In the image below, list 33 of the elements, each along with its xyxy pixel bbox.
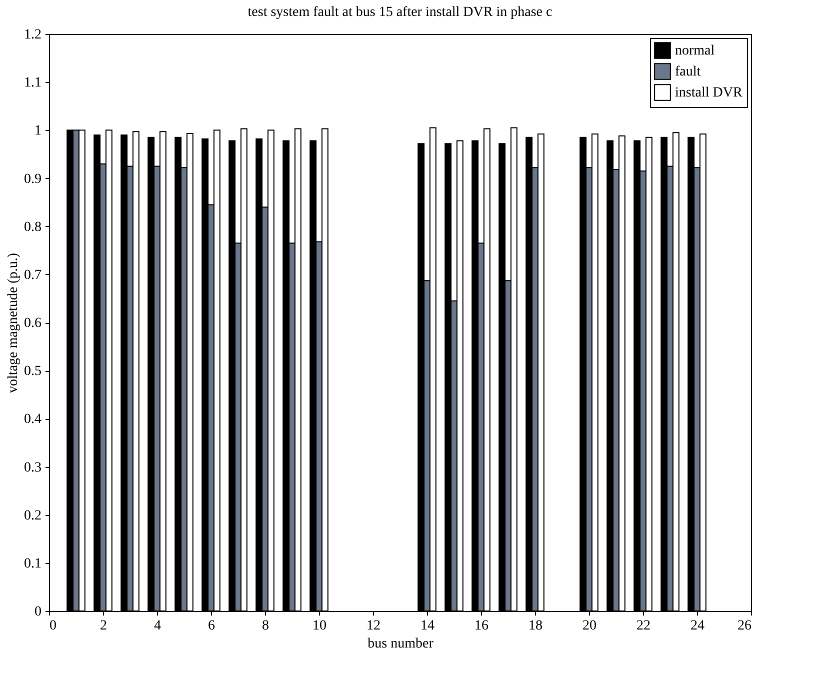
x-tick-label: 22 [636,618,650,634]
x-tick-label: 24 [690,618,704,634]
x-tick-label: 16 [474,618,488,634]
legend-label: install DVR [675,86,743,100]
y-tick-label: 0.2 [24,508,42,524]
y-tick-label: 0.3 [24,460,42,476]
y-tick-label: 0.6 [24,316,42,331]
x-tick-label: 10 [312,618,326,634]
y-tick-label: 1 [34,124,42,139]
y-tick-label: 0 [34,604,42,620]
y-tick-label: 1.1 [24,76,42,91]
x-tick-label: 0 [50,618,56,634]
y-tick-label: 0.5 [24,364,42,380]
y-tick-label: 0.7 [24,268,42,283]
legend-label: normal [675,44,715,58]
x-tick-label: 14 [420,618,434,634]
x-tick-label: 12 [366,618,380,634]
x-tick-label: 6 [208,618,215,634]
y-tick-label: 0.8 [24,220,42,235]
x-tick-label: 20 [582,618,596,634]
x-tick-label: 18 [528,618,542,634]
chart-title: test system fault at bus 15 after install DVR in phase c [248,5,552,20]
x-tick-label: 8 [262,618,269,634]
x-tick-label: 4 [154,618,161,634]
x-axis-title: bus number [368,636,434,652]
y-tick-label: 0.4 [24,412,42,428]
y-tick-label: 0.9 [24,172,42,187]
y-tick-label: 0.1 [24,556,42,572]
x-tick-label: 2 [100,618,107,634]
legend-label: fault [675,64,701,80]
x-tick-label: 26 [738,618,752,634]
y-tick-label: 1.2 [24,28,42,42]
y-axis-title: voltage magnetude (p.u.) [6,252,21,393]
